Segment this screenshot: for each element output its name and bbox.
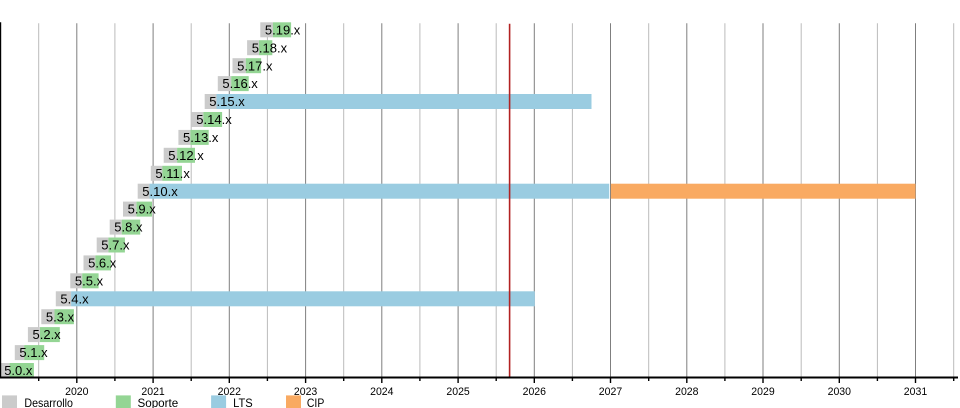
svg-text:5.14.x: 5.14.x	[196, 112, 232, 127]
svg-text:5.9.x: 5.9.x	[128, 202, 157, 217]
svg-text:5.12.x: 5.12.x	[168, 148, 204, 163]
svg-text:5.13.x: 5.13.x	[183, 130, 219, 145]
svg-text:LTS: LTS	[233, 396, 253, 408]
svg-text:5.18.x: 5.18.x	[252, 40, 288, 55]
svg-text:2023: 2023	[294, 386, 317, 398]
svg-text:5.8.x: 5.8.x	[114, 220, 143, 235]
svg-text:2030: 2030	[828, 386, 851, 398]
svg-text:2026: 2026	[523, 386, 546, 398]
svg-text:5.4.x: 5.4.x	[60, 291, 89, 306]
svg-text:5.0.x: 5.0.x	[4, 363, 33, 378]
svg-text:2021: 2021	[141, 386, 164, 398]
svg-text:Desarrollo: Desarrollo	[24, 396, 73, 408]
svg-text:5.15.x: 5.15.x	[209, 94, 245, 109]
svg-text:5.2.x: 5.2.x	[33, 327, 62, 342]
svg-text:2020: 2020	[65, 386, 88, 398]
svg-text:5.19.x: 5.19.x	[265, 22, 301, 37]
svg-text:2024: 2024	[370, 386, 393, 398]
svg-text:5.10.x: 5.10.x	[142, 184, 178, 199]
svg-text:2027: 2027	[599, 386, 622, 398]
svg-text:CIP: CIP	[307, 396, 324, 408]
svg-text:5.17.x: 5.17.x	[237, 58, 273, 73]
svg-text:2025: 2025	[446, 386, 469, 398]
svg-text:5.1.x: 5.1.x	[19, 345, 48, 360]
svg-text:5.3.x: 5.3.x	[46, 309, 75, 324]
svg-text:5.6.x: 5.6.x	[88, 256, 117, 271]
svg-text:5.16.x: 5.16.x	[222, 76, 258, 91]
svg-text:2031: 2031	[904, 386, 927, 398]
svg-text:5.5.x: 5.5.x	[75, 273, 104, 288]
svg-text:Soporte: Soporte	[138, 396, 179, 408]
svg-text:2029: 2029	[751, 386, 774, 398]
svg-text:2028: 2028	[675, 386, 698, 398]
svg-text:5.11.x: 5.11.x	[155, 166, 190, 181]
svg-text:2022: 2022	[218, 386, 241, 398]
svg-text:5.7.x: 5.7.x	[101, 238, 130, 253]
